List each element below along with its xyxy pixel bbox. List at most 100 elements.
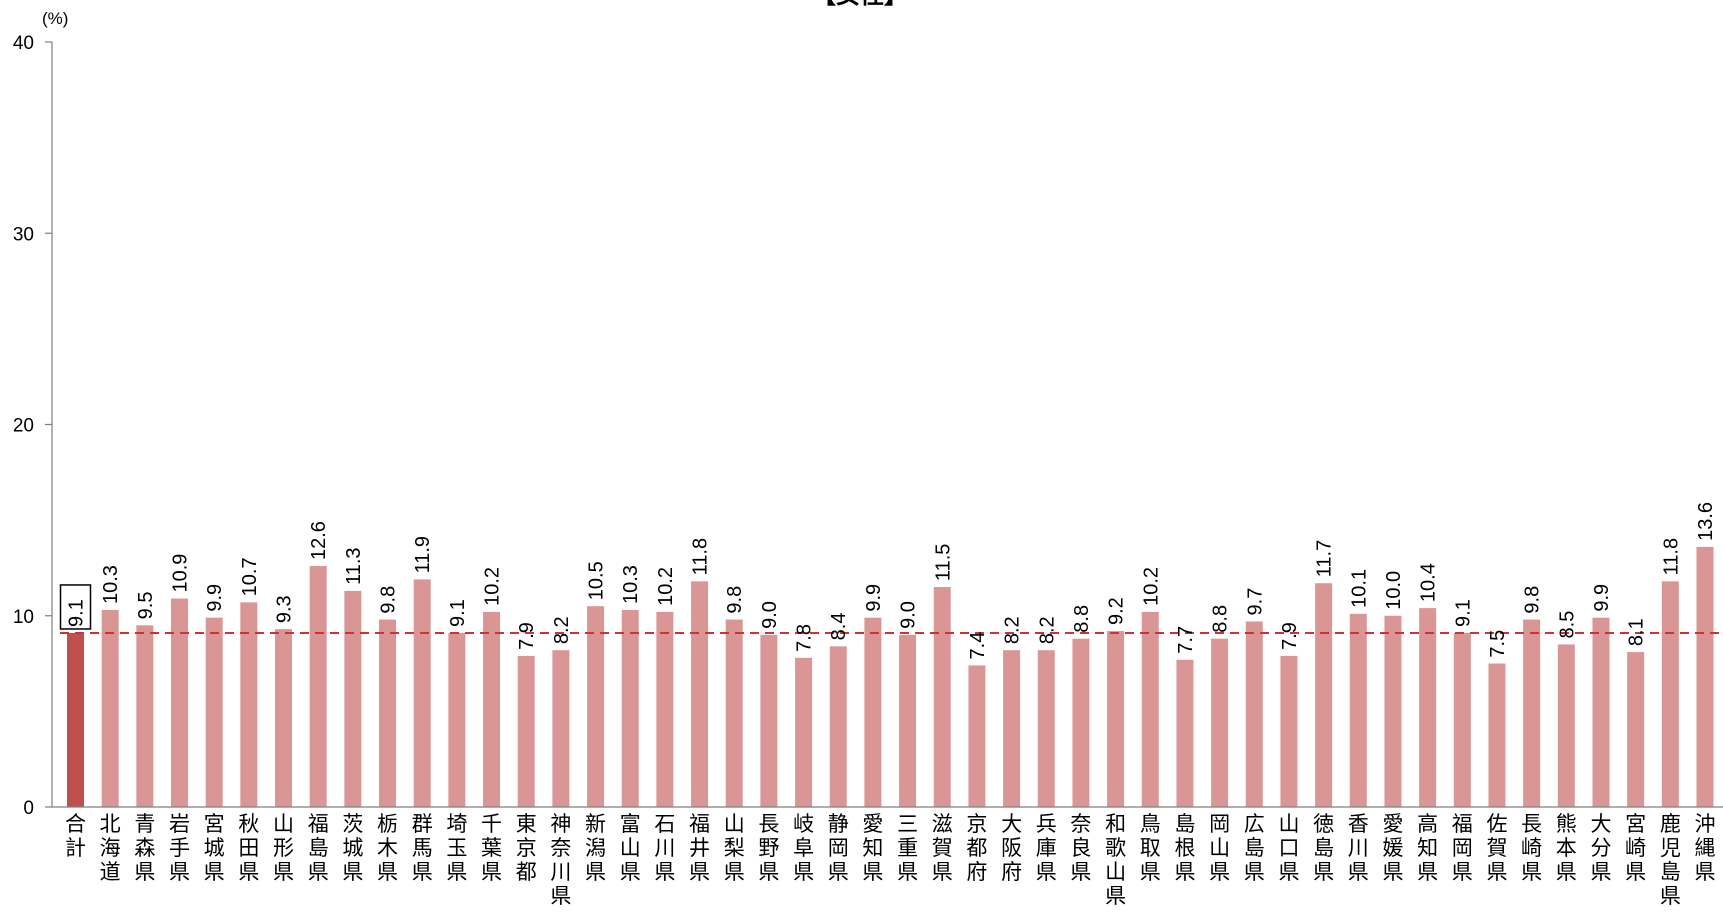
value-label-group: 9.9 xyxy=(863,584,885,612)
category-label: 鳥取県 xyxy=(1140,812,1161,884)
value-label-group: 11.8 xyxy=(690,538,712,575)
value-label-group: 7.9 xyxy=(1279,622,1301,650)
value-label-group: 9.8 xyxy=(378,586,400,614)
bar xyxy=(587,606,605,807)
category-label: 沖縄県 xyxy=(1694,812,1715,884)
value-label: 10.2 xyxy=(482,567,504,606)
value-label: 11.9 xyxy=(412,536,434,573)
value-label: 10.1 xyxy=(1348,569,1370,608)
category-label: 広島県 xyxy=(1244,812,1265,884)
category-label: 長崎県 xyxy=(1521,812,1542,884)
value-label-group: 8.2 xyxy=(1036,616,1058,644)
value-label-group: 7.8 xyxy=(794,624,816,652)
value-label-group: 11.5 xyxy=(932,544,954,581)
value-label: 10.2 xyxy=(655,567,677,606)
value-label: 7.5 xyxy=(1487,630,1509,658)
bar xyxy=(1523,619,1541,807)
value-label-group: 12.6 xyxy=(308,521,330,560)
bar xyxy=(1349,613,1367,807)
bar xyxy=(344,590,362,807)
bar xyxy=(1315,583,1333,807)
bar xyxy=(1627,652,1645,807)
value-label-group: 10.3 xyxy=(620,565,642,604)
bar xyxy=(899,634,917,807)
category-label: 茨城県 xyxy=(342,812,363,884)
value-label: 11.3 xyxy=(343,547,365,584)
value-label: 9.1 xyxy=(66,599,88,627)
value-label-group: 8.5 xyxy=(1556,611,1578,639)
value-label-group: 9.0 xyxy=(759,601,781,629)
category-label: 栃木県 xyxy=(377,812,398,884)
value-label-group: 10.9 xyxy=(170,554,192,593)
value-label: 10.2 xyxy=(1140,567,1162,606)
category-label: 神奈川県 xyxy=(550,812,571,908)
value-label: 9.9 xyxy=(204,584,226,612)
bar xyxy=(621,610,639,807)
value-label-group: 9.1 xyxy=(1452,599,1474,627)
value-label-group: 9.1 xyxy=(447,599,469,627)
value-label-group: 9.5 xyxy=(135,592,157,620)
category-label: 岡山県 xyxy=(1209,812,1230,884)
value-label: 8.8 xyxy=(1210,605,1232,633)
bar xyxy=(136,625,154,807)
value-label-group: 8.2 xyxy=(1002,616,1024,644)
value-label: 12.6 xyxy=(308,521,330,560)
category-label: 秋田県 xyxy=(238,812,259,884)
bar xyxy=(205,617,223,807)
bar xyxy=(968,665,986,807)
category-label: 富山県 xyxy=(620,812,641,884)
value-label-group: 7.5 xyxy=(1487,630,1509,658)
category-label: 高知県 xyxy=(1417,812,1438,884)
bar xyxy=(1419,608,1437,807)
value-label-group: 8.2 xyxy=(551,616,573,644)
category-label: 石川県 xyxy=(654,812,675,884)
bar xyxy=(656,611,674,807)
bar xyxy=(1592,617,1610,807)
bar xyxy=(1384,615,1402,807)
value-label: 9.5 xyxy=(135,592,157,620)
value-label-group: 10.2 xyxy=(482,567,504,606)
bar xyxy=(760,634,778,807)
bar xyxy=(691,581,709,807)
category-label: 三重県 xyxy=(897,812,918,884)
value-label-group: 9.1 xyxy=(59,584,92,630)
bar xyxy=(413,579,431,807)
category-label: 宮崎県 xyxy=(1625,812,1646,884)
category-label: 千葉県 xyxy=(481,812,502,884)
value-label: 10.3 xyxy=(620,565,642,604)
value-label: 10.3 xyxy=(100,565,122,604)
value-label-group: 9.3 xyxy=(274,595,296,623)
category-label: 長野県 xyxy=(758,812,779,884)
bar xyxy=(1072,638,1090,807)
bar xyxy=(552,650,570,807)
category-label: 佐賀県 xyxy=(1486,812,1507,884)
bar xyxy=(1141,611,1159,807)
value-label: 13.6 xyxy=(1695,502,1717,541)
category-label: 徳島県 xyxy=(1313,812,1334,884)
chart-title: 【女性】 xyxy=(812,0,908,9)
value-label: 11.8 xyxy=(1660,538,1682,575)
bar xyxy=(795,657,813,807)
category-label: 福井県 xyxy=(689,812,710,884)
category-label: 愛知県 xyxy=(862,812,883,884)
value-label-group: 9.9 xyxy=(204,584,226,612)
bar-total xyxy=(67,632,84,807)
value-label: 7.9 xyxy=(516,622,538,650)
bar xyxy=(171,598,189,807)
category-label: 福岡県 xyxy=(1452,812,1473,884)
value-label: 9.7 xyxy=(1244,588,1266,616)
value-label: 11.7 xyxy=(1314,540,1336,577)
value-label: 9.8 xyxy=(378,586,400,614)
category-label: 熊本県 xyxy=(1556,812,1577,884)
bar xyxy=(448,632,466,807)
y-tick-label: 0 xyxy=(23,798,34,819)
value-label: 9.8 xyxy=(1522,586,1544,614)
value-label-group: 13.6 xyxy=(1695,502,1717,541)
bar xyxy=(1245,621,1263,807)
value-label: 8.1 xyxy=(1626,618,1648,646)
value-label-group: 7.4 xyxy=(967,632,989,660)
value-label-group: 10.3 xyxy=(100,565,122,604)
value-label-group: 8.8 xyxy=(1210,605,1232,633)
value-label: 9.0 xyxy=(759,601,781,629)
